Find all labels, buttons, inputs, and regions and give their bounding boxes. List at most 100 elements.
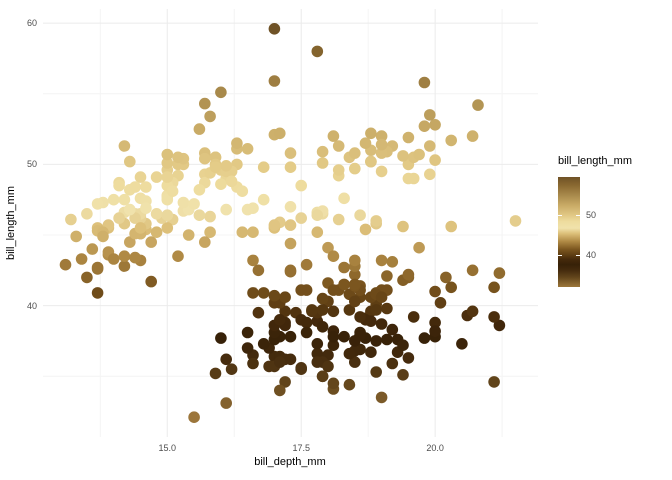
data-point (375, 254, 388, 267)
data-point (311, 226, 324, 238)
data-point (445, 281, 458, 294)
data-point (107, 253, 120, 265)
data-point (375, 291, 388, 304)
data-point (220, 203, 232, 216)
data-point (91, 261, 104, 274)
data-point (220, 353, 232, 366)
data-point (322, 360, 334, 373)
data-point (338, 330, 350, 343)
data-point (113, 179, 125, 192)
data-point (284, 264, 297, 277)
data-point (413, 148, 425, 161)
data-point (466, 305, 479, 318)
data-point (188, 198, 200, 210)
data-point (316, 321, 329, 333)
data-point (322, 241, 334, 254)
data-point (247, 254, 259, 267)
legend-tick-mark (558, 215, 562, 217)
data-point (354, 209, 366, 221)
data-point (381, 270, 393, 282)
data-point (349, 356, 361, 368)
data-point (220, 397, 232, 409)
data-point (209, 367, 222, 380)
data-point (316, 145, 329, 158)
data-point (343, 378, 356, 391)
data-point (397, 150, 409, 162)
data-point (327, 284, 340, 296)
data-point (199, 97, 211, 110)
data-point (124, 236, 136, 248)
data-point (199, 152, 211, 165)
data-point (327, 330, 340, 343)
data-point (429, 325, 441, 337)
data-point (86, 243, 99, 255)
data-point (429, 119, 441, 131)
data-point (386, 323, 399, 336)
data-point (300, 326, 313, 339)
data-point (252, 306, 265, 319)
data-point (456, 338, 468, 350)
legend-tick-mark (558, 255, 562, 257)
data-point (257, 193, 270, 206)
data-point (316, 370, 329, 383)
data-point (284, 147, 297, 159)
data-point (247, 226, 259, 238)
data-point (241, 342, 254, 354)
data-point (338, 192, 350, 205)
data-point (386, 255, 399, 268)
data-point (284, 237, 297, 250)
legend-tick-label: 50 (586, 210, 597, 221)
data-point (145, 275, 157, 288)
data-point (343, 347, 356, 360)
data-point (402, 131, 415, 144)
data-point (145, 236, 157, 248)
data-point (300, 316, 313, 329)
data-point (118, 260, 131, 272)
data-point (418, 76, 431, 89)
data-point (97, 230, 109, 243)
data-point (257, 287, 270, 299)
data-point (418, 332, 431, 344)
data-point (381, 302, 393, 315)
data-point (434, 297, 447, 309)
data-point (375, 130, 388, 142)
data-point (424, 109, 436, 121)
data-point (295, 284, 308, 296)
data-point (59, 258, 72, 271)
data-point (134, 171, 147, 183)
x-tick-label: 17.5 (292, 443, 310, 453)
data-point (349, 335, 361, 347)
data-point (284, 161, 297, 173)
data-point (349, 147, 361, 159)
data-point (241, 326, 254, 339)
data-point (327, 339, 340, 352)
data-point (172, 151, 184, 164)
data-point (236, 185, 249, 197)
data-point (349, 162, 361, 175)
data-point (327, 377, 340, 390)
data-point (488, 376, 500, 388)
data-point (215, 178, 227, 190)
data-point (359, 223, 372, 236)
data-point (349, 268, 361, 281)
data-point (161, 209, 174, 221)
data-point (332, 140, 345, 152)
data-point (70, 230, 82, 243)
data-point (370, 366, 383, 378)
data-point (177, 196, 190, 209)
data-point (215, 332, 227, 344)
data-point (274, 356, 286, 368)
data-point (150, 208, 163, 220)
x-tick-label: 20.0 (426, 443, 444, 453)
data-point (65, 213, 77, 226)
data-point (365, 155, 377, 168)
data-point (247, 357, 259, 370)
data-point (274, 384, 286, 397)
data-point (397, 220, 409, 233)
data-point (113, 212, 125, 224)
data-point (493, 267, 506, 279)
data-point (204, 210, 216, 223)
data-point (274, 314, 286, 326)
